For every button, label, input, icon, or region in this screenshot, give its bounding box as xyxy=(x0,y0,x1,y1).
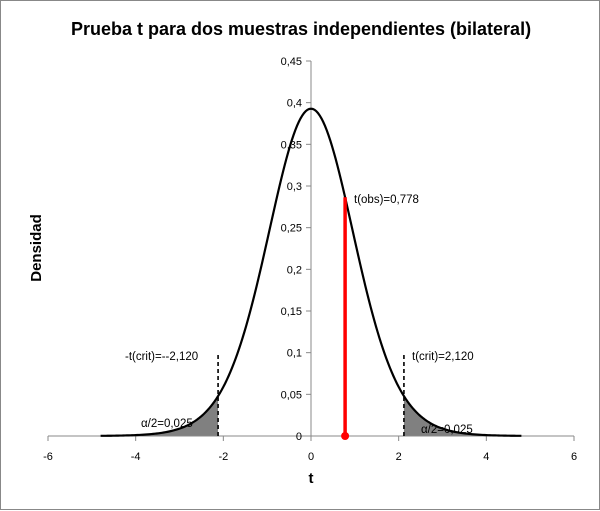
t-crit-right-label: t(crit)=2,120 xyxy=(412,351,474,363)
x-tick-label: -6 xyxy=(43,451,53,463)
y-tick-label: 0 xyxy=(296,431,302,443)
right-tail-region xyxy=(403,396,522,436)
x-tick-label: 0 xyxy=(308,451,314,463)
y-tick-label: 0,05 xyxy=(281,389,302,401)
t-crit-left-label: -t(crit)=--2,120 xyxy=(125,351,198,363)
t-obs-point xyxy=(341,432,350,440)
y-tick-label: 0,1 xyxy=(287,348,302,360)
x-tick-label: -2 xyxy=(218,451,228,463)
y-tick-label: 0,3 xyxy=(287,181,302,193)
y-tick-label: 0,15 xyxy=(281,306,302,318)
alpha-right-label: α/2=0,025 xyxy=(421,424,473,436)
density-curve-layer xyxy=(100,107,522,437)
axes: -6 -4 -2 0 2 4 600,050,10,150,20,250,30,350,40… xyxy=(43,56,577,463)
markers xyxy=(217,197,405,440)
y-tick-label: 0,4 xyxy=(287,98,302,110)
y-tick-label: 0,2 xyxy=(287,264,302,276)
x-tick-label: 2 xyxy=(396,451,402,463)
left-tail-region xyxy=(100,396,219,436)
x-tick-label: 6 xyxy=(571,451,577,463)
y-tick-label: 0,45 xyxy=(281,56,302,68)
x-axis-title: t xyxy=(309,470,314,487)
alpha-left-label: α/2=0,025 xyxy=(141,418,193,430)
y-tick-label: 0,25 xyxy=(281,223,302,235)
y-axis-title: Densidad xyxy=(28,214,45,282)
shaded-regions xyxy=(100,396,522,436)
x-tick-label: -4 xyxy=(131,451,141,463)
x-tick-label: 4 xyxy=(483,451,489,463)
density-curve xyxy=(100,107,522,437)
t-obs-label: t(obs)=0,778 xyxy=(354,194,419,206)
chart-title: Prueba t para dos muestras independiente… xyxy=(71,19,531,39)
